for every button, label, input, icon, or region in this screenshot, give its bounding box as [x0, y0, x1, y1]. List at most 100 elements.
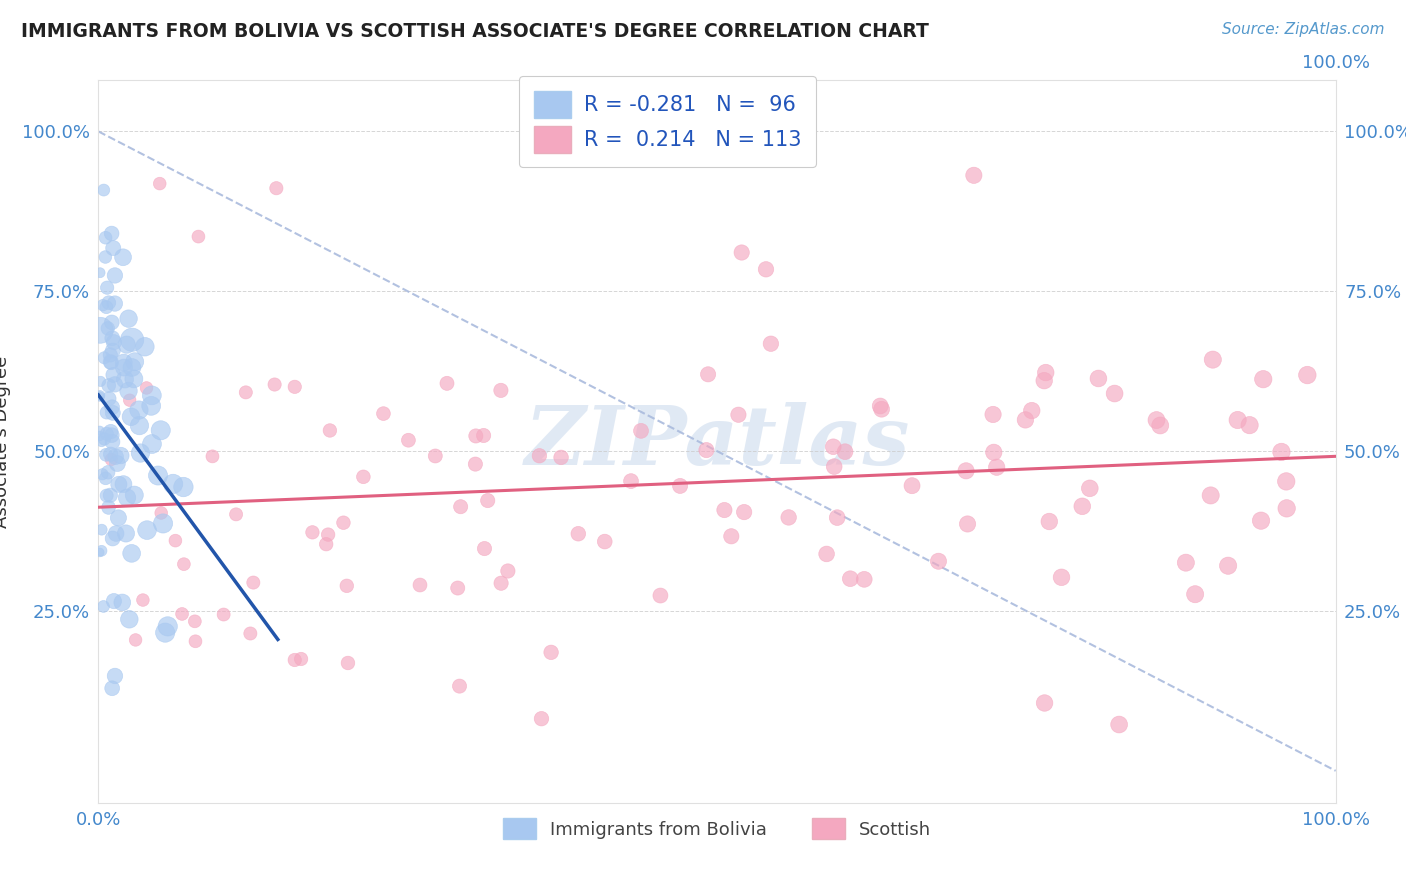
- Point: [332, 516, 354, 530]
- Point: [101, 428, 124, 442]
- Point: [104, 377, 127, 392]
- Point: [93, 183, 115, 197]
- Point: [100, 425, 122, 439]
- Point: [89, 266, 111, 280]
- Point: [100, 447, 122, 461]
- Point: [489, 576, 512, 591]
- Point: [201, 450, 224, 464]
- Y-axis label: Associate's Degree: Associate's Degree: [0, 355, 11, 528]
- Point: [101, 343, 124, 358]
- Point: [149, 177, 172, 191]
- Point: [100, 355, 122, 369]
- Point: [172, 480, 194, 494]
- Point: [118, 612, 141, 626]
- Point: [1296, 368, 1319, 382]
- Point: [103, 368, 125, 382]
- Point: [128, 418, 150, 433]
- Point: [94, 231, 117, 245]
- Point: [89, 545, 111, 559]
- Point: [1146, 413, 1168, 427]
- Point: [1275, 501, 1298, 516]
- Point: [129, 446, 152, 460]
- Point: [121, 546, 143, 560]
- Point: [1250, 514, 1272, 528]
- Point: [496, 564, 519, 578]
- Point: [89, 323, 111, 337]
- Text: IMMIGRANTS FROM BOLIVIA VS SCOTTISH ASSOCIATE'S DEGREE CORRELATION CHART: IMMIGRANTS FROM BOLIVIA VS SCOTTISH ASSO…: [21, 22, 929, 41]
- Point: [104, 296, 127, 310]
- Point: [93, 599, 115, 614]
- Point: [530, 712, 553, 726]
- Point: [823, 459, 845, 474]
- Point: [97, 378, 120, 392]
- Point: [101, 681, 124, 696]
- Point: [1239, 418, 1261, 433]
- Point: [135, 381, 157, 395]
- Point: [101, 331, 124, 345]
- Point: [450, 500, 472, 514]
- Point: [720, 529, 742, 543]
- Point: [101, 401, 124, 415]
- Point: [1014, 413, 1036, 427]
- Point: [93, 351, 115, 365]
- Point: [156, 619, 179, 633]
- Point: [112, 355, 135, 369]
- Point: [778, 510, 800, 524]
- Point: [266, 181, 288, 195]
- Point: [98, 488, 121, 502]
- Point: [118, 393, 141, 408]
- Point: [96, 426, 118, 441]
- Point: [1071, 500, 1094, 514]
- Point: [1149, 418, 1171, 433]
- Point: [124, 488, 146, 502]
- Point: [149, 423, 172, 437]
- Point: [336, 579, 359, 593]
- Point: [96, 280, 118, 294]
- Point: [713, 503, 735, 517]
- Point: [1226, 413, 1249, 427]
- Point: [1021, 403, 1043, 417]
- Point: [100, 227, 122, 241]
- Point: [593, 534, 616, 549]
- Point: [449, 679, 471, 693]
- Point: [447, 581, 470, 595]
- Point: [184, 615, 207, 629]
- Point: [1216, 558, 1239, 573]
- Point: [823, 440, 845, 454]
- Point: [89, 388, 111, 402]
- Point: [98, 355, 121, 369]
- Point: [152, 516, 174, 531]
- Point: [409, 578, 432, 592]
- Point: [316, 527, 339, 541]
- Point: [117, 311, 139, 326]
- Point: [146, 468, 169, 483]
- Point: [477, 493, 499, 508]
- Point: [731, 245, 754, 260]
- Point: [89, 390, 111, 404]
- Point: [141, 399, 163, 413]
- Point: [97, 500, 120, 515]
- Point: [105, 457, 128, 471]
- Point: [284, 653, 307, 667]
- Point: [1033, 374, 1056, 388]
- Point: [90, 523, 112, 537]
- Point: [187, 229, 209, 244]
- Point: [396, 434, 419, 448]
- Point: [112, 477, 135, 491]
- Point: [96, 300, 118, 314]
- Point: [105, 526, 128, 541]
- Point: [101, 315, 124, 329]
- Point: [1202, 352, 1225, 367]
- Point: [122, 372, 145, 386]
- Point: [1078, 481, 1101, 495]
- Point: [96, 405, 118, 419]
- Point: [184, 634, 207, 648]
- Point: [90, 434, 112, 449]
- Point: [89, 424, 111, 438]
- Point: [315, 537, 337, 551]
- Point: [284, 380, 307, 394]
- Point: [165, 533, 187, 548]
- Point: [614, 138, 637, 153]
- Point: [1184, 587, 1206, 601]
- Point: [352, 470, 374, 484]
